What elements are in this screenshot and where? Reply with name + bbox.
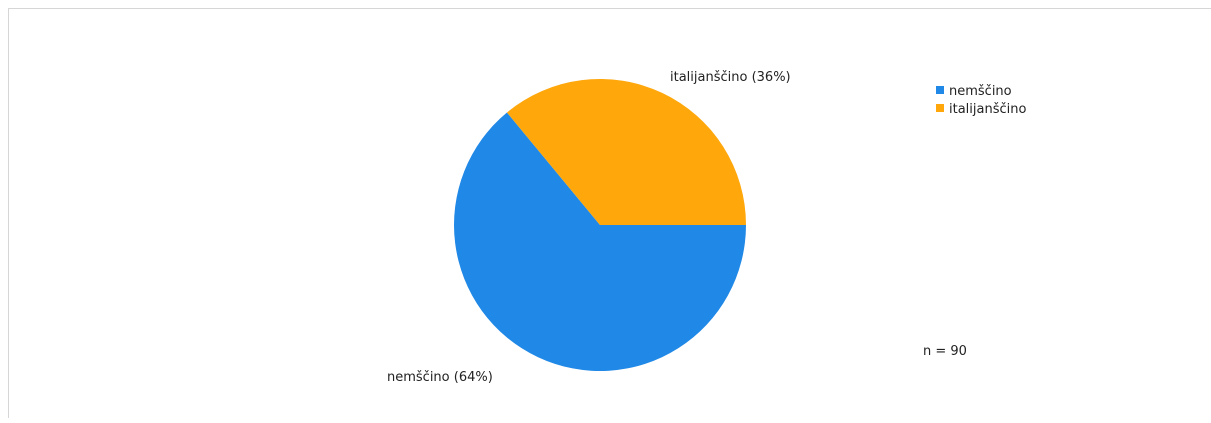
- sample-size-annotation: n = 90: [923, 344, 967, 359]
- pie-chart: nemščino (64%) italijanščino (36%) nemšč…: [387, 70, 1026, 385]
- legend-label-nemscino: nemščino: [949, 84, 1012, 99]
- slice-label-nemscino: nemščino (64%): [387, 370, 493, 385]
- slice-label-italijanscino: italijanščino (36%): [670, 70, 791, 85]
- legend: nemščino italijanščino: [936, 84, 1026, 117]
- pie-slice-italijanscino: [506, 79, 746, 225]
- pie-slices: [453, 79, 746, 371]
- pie-slice-nemscino: [453, 112, 746, 371]
- legend-swatch-italijanscino: [936, 104, 944, 112]
- chart-frame: nemščino (64%) italijanščino (36%) nemšč…: [8, 8, 1211, 418]
- legend-label-italijanscino: italijanščino: [949, 102, 1026, 117]
- legend-swatch-nemscino: [936, 86, 944, 94]
